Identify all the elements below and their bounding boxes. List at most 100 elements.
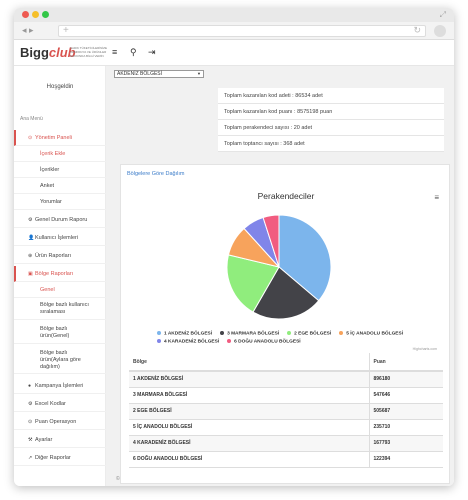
table-cell-points: 896180 <box>369 371 443 388</box>
gear-icon: ⚙ <box>28 217 33 223</box>
table-header-points: Puan <box>369 353 443 372</box>
pie-slice-1[interactable] <box>278 214 332 302</box>
points-icon: ⊙ <box>28 419 33 425</box>
sidebar-item-kullanici[interactable]: 👤Kullanıcı İşlemleri <box>14 230 106 246</box>
sidebar-sub-genel[interactable]: Genel <box>14 282 106 298</box>
legend-label: 5 İÇ ANADOLU BÖLGESİ <box>346 331 404 337</box>
sidebar-sub-kullanici-siralamasi[interactable]: Bölge bazlı kullanıcı sıralaması <box>14 298 106 320</box>
sidebar-sub-urun-genel[interactable]: Bölge bazlı ürün(Genel) <box>14 322 106 344</box>
sidebar-item-ayarlar[interactable]: ⚒ Ayarlar <box>14 432 106 448</box>
region-icon: ▣ <box>28 271 33 277</box>
copyright-icon: © <box>116 476 120 482</box>
reload-icon[interactable]: ↻ <box>413 25 421 35</box>
sidebar-item-genel-durum[interactable]: ⚙ Genel Durum Raporu <box>14 212 106 228</box>
legend-label: 4 KARADENİZ BÖLGESİ <box>164 339 220 345</box>
table-cell-points: 122394 <box>369 451 443 468</box>
main-content: AKDENİZ BÖLGESİ ▼ Toplam kazanılan kod a… <box>106 66 454 486</box>
legend-item[interactable]: 5 İÇ ANADOLU BÖLGESİ <box>339 331 403 336</box>
sidebar-item-urun-raporlari[interactable]: ⊕ Ürün Raporları <box>14 248 106 264</box>
panel-title: Bölgelere Göre Dağılım <box>127 171 185 177</box>
legend-item[interactable]: 2 EGE BÖLGESİ <box>287 331 331 336</box>
sidebar-sub-urun-aylara-gore[interactable]: Bölge bazlı ürün(Aylara göre dağılım) <box>14 346 106 374</box>
table-cell-points: 505687 <box>369 403 443 420</box>
chevron-down-icon: ▼ <box>197 71 201 76</box>
table-cell-points: 547646 <box>369 387 443 404</box>
gear-icon: ⚙ <box>28 401 33 407</box>
chart-credits[interactable]: Highcharts.com <box>412 347 437 351</box>
legend-item[interactable]: 1 AKDENİZ BÖLGESİ <box>157 331 212 336</box>
region-points-table: Bölge Puan 1 AKDENİZ BÖLGESİ 896180 3 MAR… <box>129 353 443 468</box>
maximize-window-button[interactable] <box>42 11 49 18</box>
stat-total-codes: Toplam kazanılan kod adeti : 86534 adet <box>218 88 444 104</box>
legend-label: 1 AKDENİZ BÖLGESİ <box>164 331 213 337</box>
sidebar-item-puan-operasyon[interactable]: ⊙ Puan Operasyon <box>14 414 106 430</box>
table-row: 2 EGE BÖLGESİ 505687 <box>129 403 443 420</box>
sidebar-sub-icerikler[interactable]: İçerikler <box>14 162 106 178</box>
sidebar-sub-anket[interactable]: Anket <box>14 178 106 194</box>
sidebar-sub-icerik-ekle[interactable]: İçerik Ekle <box>14 146 106 162</box>
close-window-button[interactable] <box>22 11 29 18</box>
section-label: Ana Menü <box>20 116 43 122</box>
legend-label: 3 MARMARA BÖLGESİ <box>227 331 280 337</box>
table-header-row: Bölge Puan <box>129 353 443 372</box>
sidebar-item-label: Puan Operasyon <box>35 419 77 425</box>
logout-icon[interactable]: ⇥ <box>148 47 156 57</box>
wrench-icon: ⚒ <box>28 437 33 443</box>
address-field[interactable]: + ↻ <box>58 25 426 37</box>
legend-item[interactable]: 4 KARADENİZ BÖLGESİ <box>157 339 220 345</box>
sidebar-item-label: Diğer Raporlar <box>35 455 71 461</box>
sidebar-item-label: Yönetim Paneli <box>35 135 72 141</box>
table-row: 6 DOĞU ANADOLU BÖLGESİ 122394 <box>129 451 443 468</box>
region-select[interactable]: AKDENİZ BÖLGESİ ▼ <box>114 70 204 78</box>
campaign-icon: ● <box>28 383 32 389</box>
expand-icon[interactable]: ⤢ <box>439 10 446 19</box>
product-icon: ⊕ <box>28 253 33 259</box>
legend-item[interactable]: 3 MARMARA BÖLGESİ <box>220 331 279 336</box>
stat-wholesalers: Toplam toptancı sayısı : 368 adet <box>218 136 444 152</box>
nav-arrows-icon[interactable]: ◂ ▸ <box>22 25 34 35</box>
legend-swatch <box>220 331 225 335</box>
pie-slice-2[interactable] <box>252 266 320 320</box>
chart-menu-icon[interactable]: ≡ <box>434 193 439 202</box>
app-header: Biggclub SADIK TÜKETİCİLERİNİZE KAMPANYA… <box>14 40 454 66</box>
chart-legend: 1 AKDENİZ BÖLGESİ 3 MARMARA BÖLGESİ 2 EGE … <box>157 331 437 348</box>
sidebar-item-label: Kullanıcı İşlemleri <box>35 235 79 241</box>
sidebar-item-kampanya[interactable]: ● Kampanya İşlemleri <box>14 378 106 394</box>
pie-slice-6[interactable] <box>262 214 280 268</box>
table-cell-region: 4 KARADENİZ BÖLGESİ <box>129 435 370 452</box>
sidebar-item-excel-kodlar[interactable]: ⚙ Excel Kodlar <box>14 396 106 412</box>
user-icon[interactable]: ⚲ <box>130 47 137 57</box>
legend-swatch <box>227 339 232 344</box>
legend-label: 2 EGE BÖLGESİ <box>294 331 332 337</box>
greeting: Hoşgeldin <box>46 84 74 90</box>
sidebar: Hoşgeldin Ana Menü ⊙ Yönetim Paneli İçeri… <box>14 66 106 486</box>
table-cell-region: 6 DOĞU ANADOLU BÖLGESİ <box>129 451 370 468</box>
legend-swatch <box>157 331 161 335</box>
table-row: 5 İÇ ANADOLU BÖLGESİ 235710 <box>129 419 443 436</box>
sidebar-item-bolge-raporlari[interactable]: ▣ Bölge Raporları <box>14 266 106 282</box>
sidebar-item-label: Excel Kodlar <box>35 401 66 407</box>
minimize-window-button[interactable] <box>32 11 39 18</box>
table-row: 4 KARADENİZ BÖLGESİ 167793 <box>129 435 443 452</box>
sidebar-sub-yorumlar[interactable]: Yorumlar <box>14 194 106 210</box>
sidebar-item-label: Ürün Raporları <box>35 253 72 259</box>
chart-title: Perakendeciler <box>257 191 315 201</box>
sidebar-item-label: Genel Durum Raporu <box>35 217 88 223</box>
table-row: 1 AKDENİZ BÖLGESİ 896180 <box>129 371 443 388</box>
menu-toggle-icon[interactable]: ≡ <box>112 47 118 57</box>
sidebar-item-label: Kampanya İşlemleri <box>35 383 84 389</box>
legend-label: 6 DOĞU ANADOLU BÖLGESİ <box>234 339 301 345</box>
table-row: 3 MARMARA BÖLGESİ 547646 <box>129 387 443 404</box>
legend-item[interactable]: 6 DOĞU ANADOLU BÖLGESİ <box>227 339 301 345</box>
sidebar-item-diger-raporlar[interactable]: ↗ Diğer Raporlar <box>14 450 106 466</box>
add-tab-icon[interactable]: + <box>63 25 69 36</box>
pie-chart <box>226 214 332 320</box>
logo[interactable]: Biggclub <box>20 45 76 60</box>
logo-main: Bigg <box>20 45 49 60</box>
sidebar-item-label: Ayarlar <box>35 437 53 443</box>
sidebar-item-yonetim-paneli[interactable]: ⊙ Yönetim Paneli <box>14 130 106 146</box>
logo-accent: club <box>48 45 76 60</box>
pie-slice-3[interactable] <box>226 254 280 313</box>
browser-menu-button[interactable] <box>434 25 446 37</box>
table-cell-points: 167793 <box>369 435 443 452</box>
